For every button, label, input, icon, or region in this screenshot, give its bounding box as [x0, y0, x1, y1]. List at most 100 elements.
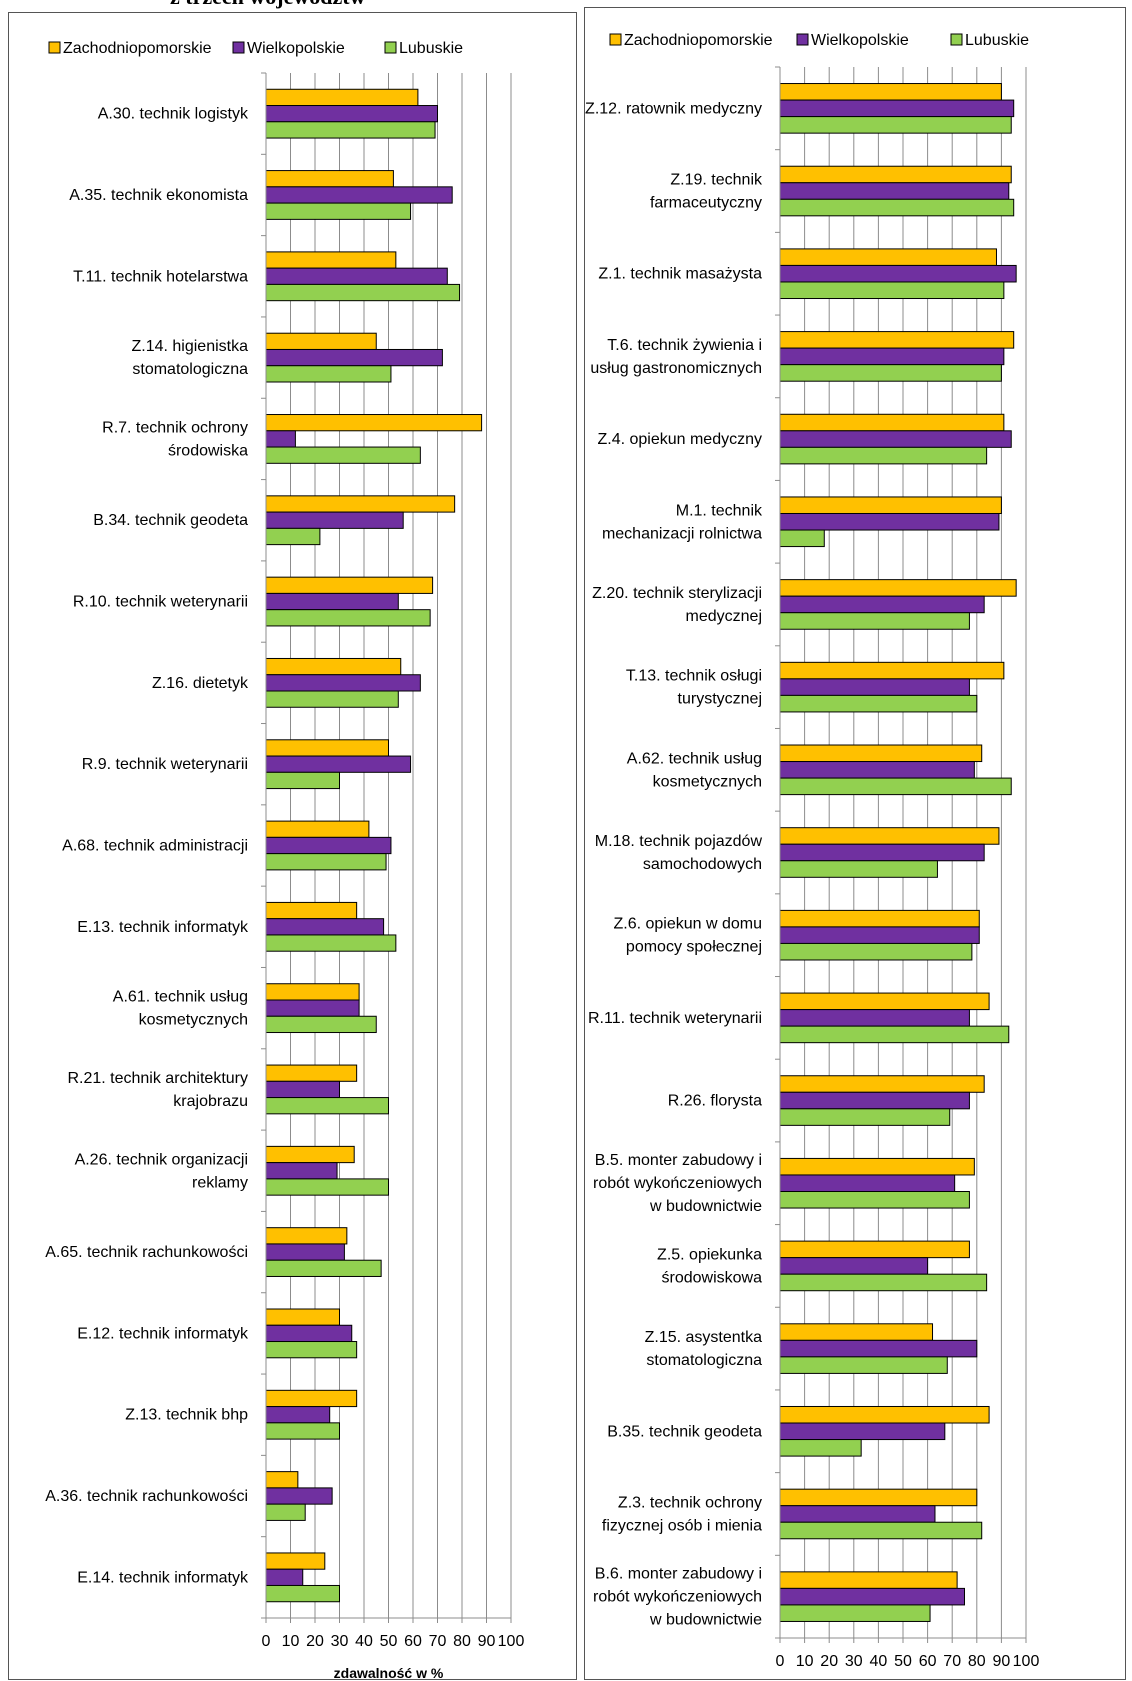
bar	[779, 1356, 948, 1374]
x-tick-label: 80	[453, 1633, 471, 1650]
legend-swatch	[609, 33, 622, 46]
bar	[779, 281, 1005, 300]
bar	[779, 777, 1012, 796]
bar	[265, 739, 389, 757]
bar	[265, 105, 438, 123]
bar	[779, 1009, 970, 1027]
category-label: stomatologiczna	[132, 361, 248, 378]
category-group: R.9. technik weterynarii	[82, 739, 412, 790]
category-group: Z.15. asystentka stomatologiczna	[645, 1323, 978, 1374]
category-label: fizycznej osób i mienia	[602, 1517, 762, 1534]
bar	[779, 926, 980, 944]
bar	[265, 202, 412, 220]
category-label: Z.5. opiekunka	[657, 1246, 762, 1263]
category-group: Z.12. ratownik medyczny	[585, 83, 1015, 134]
bar	[265, 1552, 326, 1570]
bar	[265, 1259, 382, 1277]
legend-label: Wielkopolskie	[811, 32, 909, 49]
category-label: A.68. technik administracji	[62, 838, 248, 855]
x-tick-label: 0	[776, 1653, 785, 1670]
bar	[265, 1568, 304, 1586]
bar	[779, 1157, 975, 1176]
bar-chart-left: Zachodniopomorskie Wielkopolskie Lubuskie A…	[45, 40, 524, 1681]
bar	[779, 331, 1015, 349]
bar	[265, 527, 321, 546]
chart-panel-right: Zachodniopomorskie Wielkopolskie Lubuskie Z…	[584, 7, 1126, 1680]
category-group: Z.3. technik ochrony fizycznej osób i mie…	[602, 1488, 983, 1540]
bar	[779, 1604, 931, 1622]
bar	[265, 690, 399, 708]
bar	[779, 992, 990, 1011]
category-label: pomocy społecznej	[626, 939, 762, 956]
bar	[779, 1439, 862, 1457]
bar	[779, 1521, 983, 1540]
x-tick-label: 90	[993, 1653, 1011, 1670]
bar	[779, 1191, 970, 1209]
bar	[265, 820, 370, 838]
x-tick-label: 70	[429, 1633, 447, 1650]
x-tick-label: 40	[355, 1633, 373, 1650]
category-label: A.36. technik rachunkowości	[45, 1488, 248, 1505]
bar	[265, 414, 483, 432]
category-group: E.14. technik informatyk	[77, 1552, 340, 1603]
bar	[779, 347, 1005, 366]
bar	[265, 918, 385, 936]
category-label: Z.15. asystentka	[645, 1329, 762, 1346]
category-label: Z.12. ratownik medyczny	[585, 100, 762, 117]
category-label: Z.13. technik bhp	[125, 1407, 248, 1424]
bar-chart-right: Zachodniopomorskie Wielkopolskie Lubuskie Z…	[585, 32, 1039, 1670]
category-group: B.6. monter zabudowy i robót wykończeniow…	[593, 1566, 965, 1629]
bar	[779, 364, 1002, 382]
bar	[779, 843, 985, 862]
bar	[779, 1422, 946, 1441]
bar	[779, 678, 970, 696]
category-group: E.13. technik informatyk	[77, 901, 397, 952]
bar	[779, 661, 1005, 680]
bar	[779, 116, 1012, 134]
bar	[779, 1075, 985, 1093]
bar	[265, 88, 419, 107]
bar	[779, 83, 1002, 101]
bar	[265, 348, 443, 367]
bar	[265, 609, 431, 627]
bar	[265, 836, 392, 855]
category-group: E.12. technik informatyk	[77, 1308, 358, 1359]
category-group: B.5. monter zabudowy i robót wykończeniow…	[593, 1152, 975, 1215]
category-label: T.13. technik osługi	[626, 668, 762, 685]
bar	[779, 198, 1015, 217]
category-group: B.34. technik geodeta	[93, 495, 456, 546]
category-label: B.35. technik geodeta	[607, 1423, 762, 1440]
category-group: R.10. technik weterynarii	[73, 576, 434, 627]
category-group: B.35. technik geodeta	[607, 1405, 990, 1457]
bar	[779, 1108, 951, 1126]
category-label: mechanizacji rolnictwa	[602, 525, 762, 542]
category-group: Z.19. technik farmaceutyczny	[650, 165, 1015, 217]
category-label: w budownictwie	[649, 1198, 762, 1215]
category-group: M.18. technik pojazdów samochodowych	[595, 827, 1000, 878]
bar	[265, 1389, 358, 1408]
bar	[779, 1587, 965, 1606]
bar	[265, 365, 392, 383]
x-tick-label: 30	[845, 1653, 863, 1670]
bar	[265, 1471, 299, 1489]
category-group: R.26. florysta	[668, 1075, 985, 1126]
bar	[779, 612, 970, 630]
bar	[265, 1015, 377, 1034]
legend-item: Lubuskie	[950, 32, 1029, 49]
category-label: kosmetycznych	[139, 1012, 248, 1029]
bar	[779, 1025, 1010, 1044]
bar	[779, 248, 997, 266]
category-label: kosmetycznych	[653, 773, 762, 790]
legend-item: Lubuskie	[384, 40, 463, 57]
category-label: Z.16. dietetyk	[152, 675, 249, 692]
bar	[779, 99, 1015, 118]
category-label: krajobrazu	[173, 1093, 248, 1110]
x-tick-label: 50	[380, 1633, 398, 1650]
legend-label: Lubuskie	[399, 40, 463, 57]
bar	[265, 674, 421, 692]
bar	[265, 1145, 355, 1164]
category-label: T.6. technik żywienia i	[607, 337, 762, 354]
bar	[779, 1339, 978, 1358]
bar	[779, 413, 1005, 432]
bar	[779, 446, 988, 465]
